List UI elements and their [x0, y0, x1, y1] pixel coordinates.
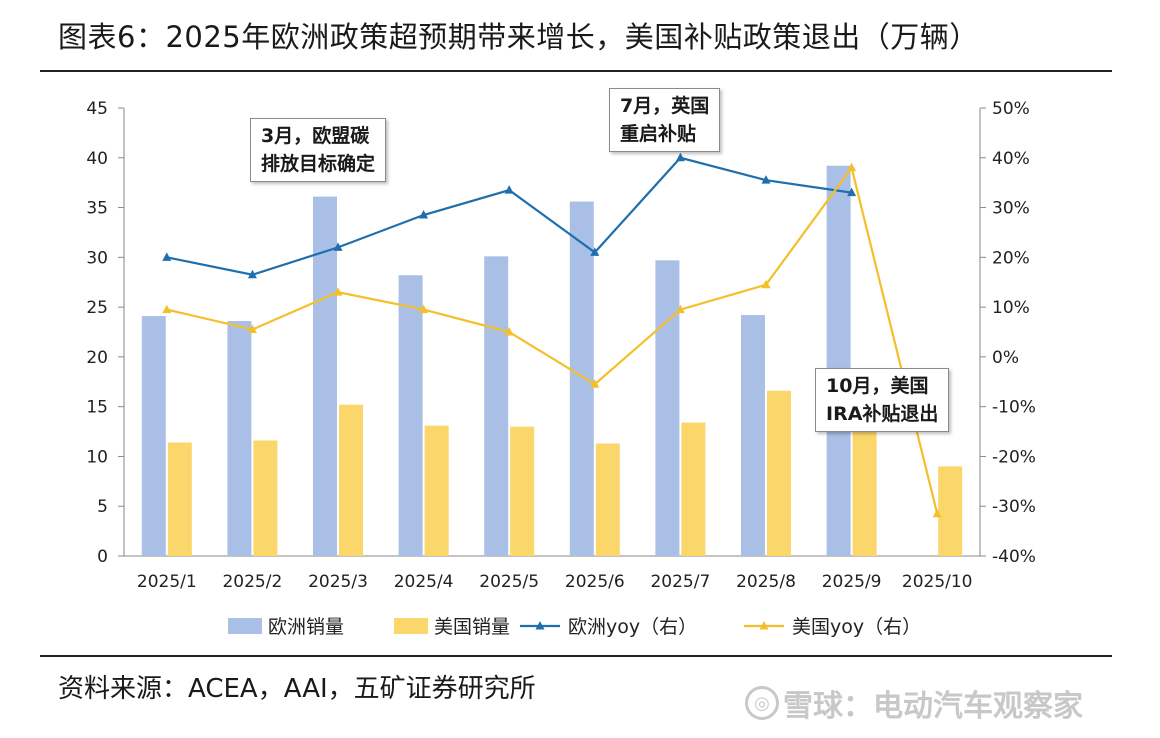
point-us-yoy	[162, 304, 172, 314]
point-europe-yoy	[590, 247, 600, 256]
x-tick-label: 2025/7	[650, 572, 710, 592]
annotation-line: 排放目标确定	[261, 153, 376, 175]
bar-europe-sales	[569, 201, 594, 557]
y-tick-label-left: 10	[86, 447, 108, 467]
watermark-text: 雪球：电动汽车观察家	[783, 689, 1083, 724]
x-tick-label: 2025/8	[736, 572, 796, 592]
y-tick-label-left: 25	[86, 298, 108, 318]
point-europe-yoy	[847, 187, 857, 197]
bar-us-sales	[167, 442, 192, 556]
bar-us-sales	[510, 426, 535, 556]
legend-europe-yoy-marker	[535, 621, 545, 630]
legend-us-sales-label: 美国销量	[434, 616, 510, 638]
y-tick-label-left: 40	[86, 149, 108, 169]
y-tick-label-left: 30	[86, 248, 108, 268]
x-tick-label: 2025/1	[137, 572, 197, 592]
y-tick-label-left: 0	[97, 547, 108, 567]
chart-canvas: 0 5 10 15 20 25 30 35 40 45 -40% -30% -20% -10% 0% 10% 2…	[86, 99, 1036, 638]
bar-europe-sales	[313, 196, 337, 557]
snowball-logo-icon: ◎	[745, 686, 779, 720]
y-tick-label-left: 5	[97, 497, 108, 517]
y-tick-label-right: 30%	[992, 199, 1030, 219]
bar-us-sales	[595, 443, 620, 556]
y-tick-label-left: 20	[86, 348, 108, 368]
bar-europe-sales	[484, 256, 509, 556]
legend-europe-sales-swatch	[228, 618, 262, 634]
annotation-line: 3月，欧盟碳	[261, 125, 370, 147]
legend-us-sales-swatch	[394, 618, 428, 634]
source-divider	[40, 655, 1112, 657]
x-tick-label: 2025/3	[308, 572, 368, 592]
bar-us-sales	[253, 440, 278, 556]
bar-us-sales	[424, 425, 449, 556]
annotation-eu-march: 3月，欧盟碳 排放目标确定	[250, 118, 387, 182]
annotation-us-october: 10月，美国 IRA补贴退出	[815, 368, 950, 432]
point-europe-yoy	[333, 242, 343, 251]
point-us-yoy	[247, 324, 257, 334]
bar-europe-sales	[398, 275, 423, 556]
y-tick-label-right: 0%	[992, 348, 1019, 368]
legend-europe-sales-label: 欧洲销量	[268, 616, 344, 638]
chart-title: 图表6：2025年欧洲政策超预期带来增长，美国补贴政策退出（万辆）	[58, 20, 979, 54]
annotation-line: 7月，英国	[620, 95, 710, 117]
bar-us-sales	[681, 422, 706, 556]
line-us-yoy	[166, 165, 939, 514]
point-us-yoy	[675, 304, 685, 314]
legend-us-yoy-label: 美国yoy（右）	[792, 616, 921, 638]
bar-europe-sales	[227, 321, 252, 556]
title-divider	[40, 70, 1112, 72]
point-europe-yoy	[675, 152, 685, 162]
y-tick-label-right: 50%	[992, 99, 1030, 119]
bar-europe-sales	[655, 260, 680, 556]
point-us-yoy	[932, 508, 942, 518]
bar-us-sales	[767, 390, 791, 556]
bar-europe-sales	[741, 315, 765, 556]
y-tick-label-right: -40%	[992, 547, 1036, 567]
annotation-line: IRA补贴退出	[826, 403, 939, 425]
bar-us-sales	[339, 404, 363, 556]
y-tick-label-right: 40%	[992, 149, 1030, 169]
x-tick-label: 2025/10	[902, 572, 973, 592]
bar-europe-sales	[826, 165, 851, 556]
x-tick-label: 2025/6	[565, 572, 625, 592]
bar-us-sales	[938, 466, 963, 556]
point-europe-yoy	[162, 252, 172, 261]
y-tick-label-right: 10%	[992, 298, 1030, 318]
point-us-yoy	[419, 304, 429, 314]
point-europe-yoy	[761, 175, 771, 184]
point-europe-yoy	[247, 269, 257, 279]
point-us-yoy	[590, 379, 600, 388]
y-tick-label-right: -20%	[992, 447, 1036, 467]
point-us-yoy	[761, 279, 771, 289]
y-tick-label-left: 35	[86, 199, 108, 219]
annotation-uk-july: 7月，英国 重启补贴	[609, 88, 721, 152]
source-note: 资料来源：ACEA，AAI，五矿证券研究所	[58, 674, 536, 704]
x-tick-label: 2025/9	[822, 572, 882, 592]
annotation-line: 重启补贴	[620, 123, 697, 145]
y-tick-label-left: 45	[86, 99, 108, 119]
point-europe-yoy	[504, 185, 514, 194]
point-us-yoy	[504, 327, 514, 336]
y-tick-label-left: 15	[86, 398, 108, 418]
legend-europe-yoy-label: 欧洲yoy（右）	[568, 616, 697, 638]
x-tick-label: 2025/2	[222, 572, 282, 592]
y-tick-label-right: -10%	[992, 398, 1036, 418]
point-us-yoy	[333, 287, 343, 296]
y-tick-label-right: 20%	[992, 248, 1030, 268]
x-tick-label: 2025/5	[479, 572, 539, 592]
point-europe-yoy	[419, 210, 429, 219]
legend-us-yoy-marker	[759, 621, 769, 630]
y-tick-label-right: -30%	[992, 497, 1036, 517]
annotation-line: 10月，美国	[826, 375, 929, 397]
x-tick-label: 2025/4	[394, 572, 454, 592]
watermark: ◎ 雪球：电动汽车观察家	[745, 681, 1083, 725]
point-us-yoy	[847, 162, 857, 172]
bar-europe-sales	[141, 316, 166, 556]
